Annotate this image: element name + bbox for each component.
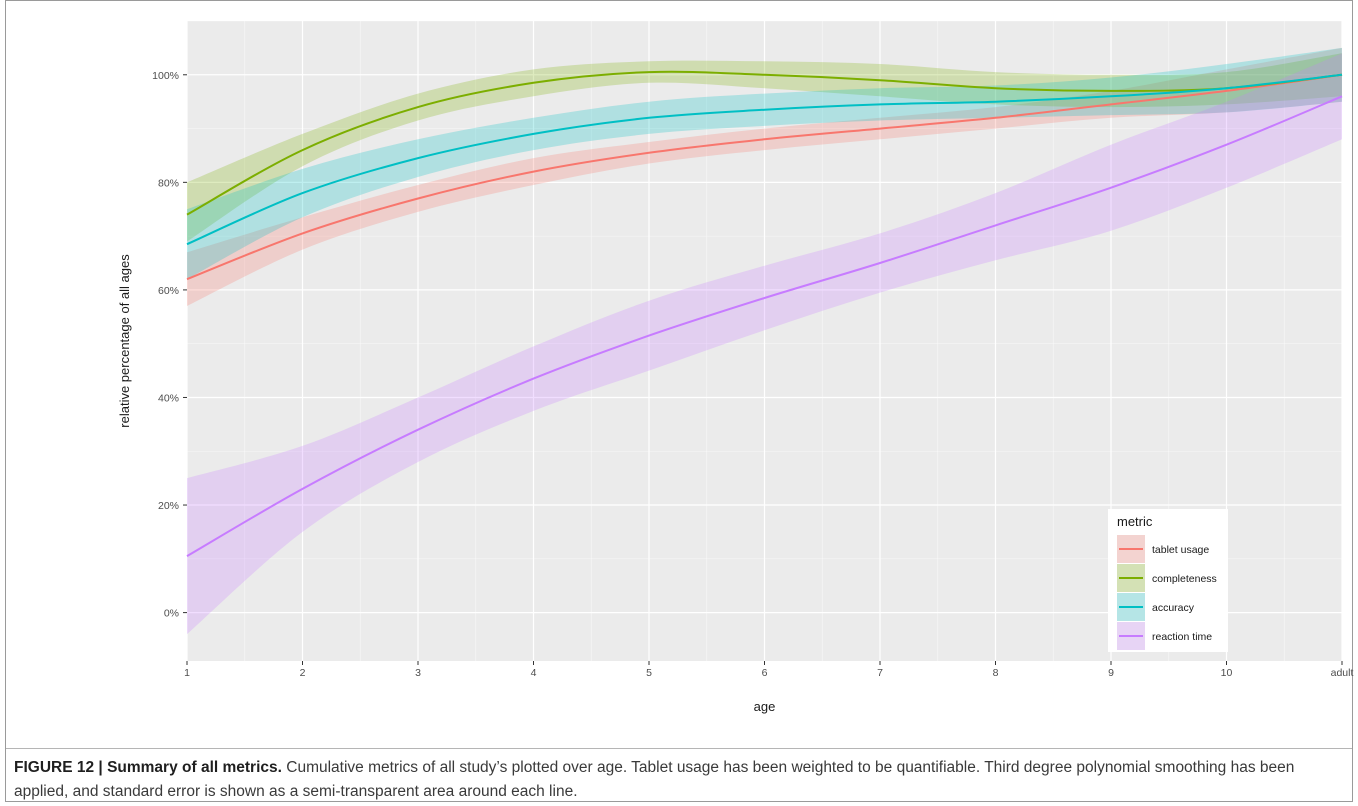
x-tick-label: 8 [993,667,999,679]
y-tick-label: 0% [164,608,179,620]
legend-title: metric [1117,514,1153,529]
figure-title: Summary of all metrics. [107,759,282,776]
legend-label: tablet usage [1152,544,1209,556]
x-tick-label: 1 [184,667,190,679]
confidence-ribbons [187,47,1342,635]
caption-text: Cumulative metrics of all study’s plotte… [14,759,1295,800]
ribbon-completeness [187,53,1342,242]
x-tick-label: 5 [646,667,652,679]
x-tick-label: 7 [877,667,883,679]
line-reaction-time [186,95,1343,557]
series-lines [186,70,1343,557]
x-axis-ticks: 1 2 3 4 5 6 7 8 9 10 adult [184,661,1353,679]
x-tick-label: 10 [1221,667,1233,679]
grid-major-lines [186,21,1343,661]
y-tick-label: 80% [158,177,179,189]
ribbon-reaction-time [187,53,1342,635]
figure-caption: FIGURE 12 | Summary of all metrics. Cumu… [14,756,1339,804]
line-completeness [186,70,1343,216]
x-tick-label: 3 [415,667,421,679]
y-tick-label: 20% [158,500,179,512]
legend-label: reaction time [1152,631,1212,643]
legend: metric tablet usage completeness accuracy r… [1108,509,1228,652]
ribbon-accuracy [187,47,1342,280]
line-tablet-usage [186,73,1343,281]
legend-label: completeness [1152,573,1217,585]
ribbon-tablet-usage [187,47,1342,307]
x-tick-label: 2 [300,667,306,679]
y-axis-ticks: 0% 20% 40% 60% 80% 100% [152,70,187,620]
x-tick-label: 6 [762,667,768,679]
line-accuracy [186,73,1343,246]
x-tick-label: adult [1331,667,1354,679]
legend-label: accuracy [1152,602,1195,614]
y-tick-label: 40% [158,392,179,404]
caption-divider [6,748,1352,749]
figure-label: FIGURE 12 | [14,759,103,776]
legend-items: tablet usage completeness accuracy reaction… [1117,535,1217,650]
chart: 1 2 3 4 5 6 7 8 9 10 adult 0%20%40%60%80%100% age … [117,20,1353,714]
y-tick-label: 100% [152,70,179,82]
x-tick-label: 9 [1108,667,1114,679]
x-tick-label: 4 [531,667,537,679]
y-tick-label: 60% [158,285,179,297]
x-axis-title: age [754,699,776,714]
y-axis-title: relative percentage of all ages [117,254,132,428]
